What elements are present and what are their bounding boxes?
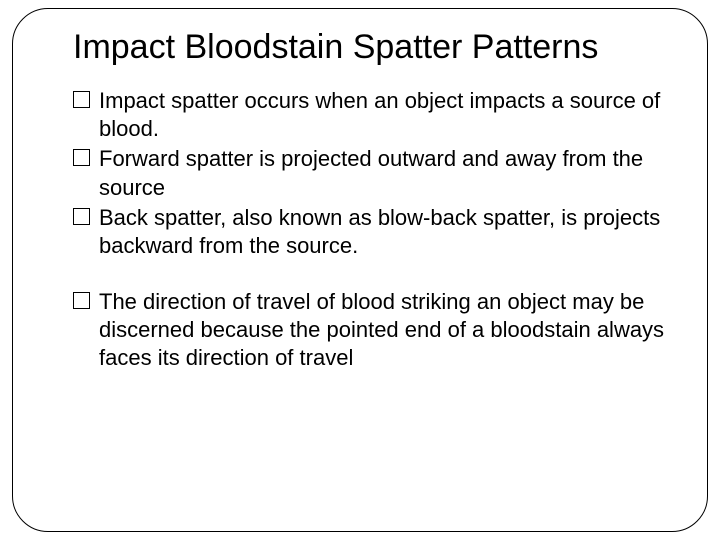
slide-title: Impact Bloodstain Spatter Patterns [73,27,667,67]
list-item: Forward spatter is projected outward and… [73,145,667,201]
bullet-list-2: The direction of travel of blood strikin… [73,288,667,372]
bullet-list-1: Impact spatter occurs when an object imp… [73,87,667,260]
slide-frame: Impact Bloodstain Spatter Patterns Impac… [12,8,708,532]
list-item: Impact spatter occurs when an object imp… [73,87,667,143]
spacer [73,262,667,288]
list-item: The direction of travel of blood strikin… [73,288,667,372]
list-item: Back spatter, also known as blow-back sp… [73,204,667,260]
